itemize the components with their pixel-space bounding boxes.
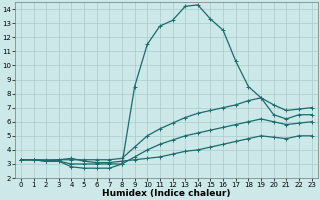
X-axis label: Humidex (Indice chaleur): Humidex (Indice chaleur) [102,189,230,198]
